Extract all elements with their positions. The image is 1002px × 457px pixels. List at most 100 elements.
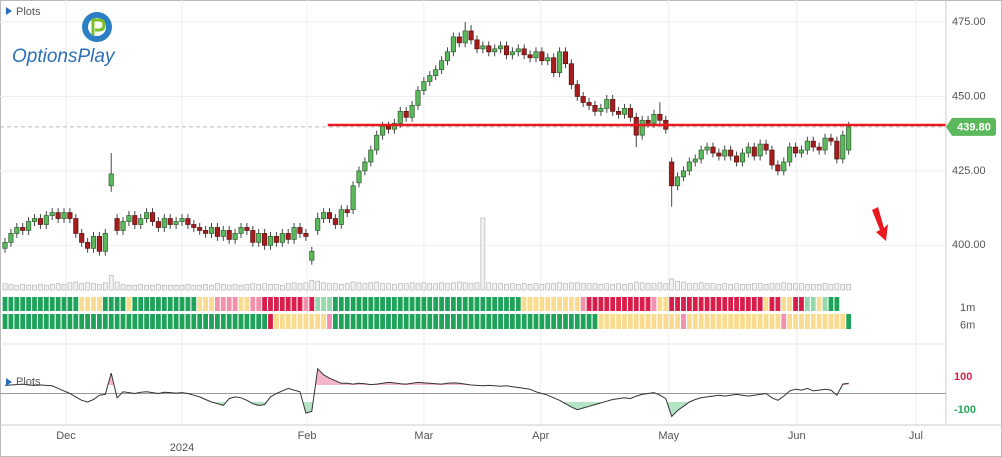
candle-body xyxy=(108,173,114,187)
heat-cell xyxy=(757,314,763,329)
candle-body xyxy=(621,108,628,115)
candle-body xyxy=(250,230,256,243)
volume-bar xyxy=(569,282,574,291)
candle-body xyxy=(368,149,374,163)
candle-body xyxy=(462,30,468,44)
volume-bar xyxy=(197,284,203,291)
heat-cell xyxy=(356,314,362,329)
candle-body xyxy=(722,149,728,157)
heat-cell xyxy=(557,297,562,311)
heat-cell xyxy=(285,297,291,311)
heat-cell xyxy=(32,297,37,311)
heat-cell xyxy=(344,297,350,311)
volume-bar xyxy=(504,284,509,291)
heat-cell xyxy=(557,314,562,329)
heat-cell xyxy=(191,314,197,329)
candle-body xyxy=(138,218,144,225)
volume-bar xyxy=(67,282,73,291)
indicator-line xyxy=(4,367,849,418)
heat-cell xyxy=(834,297,840,311)
heat-cell xyxy=(651,314,657,329)
volume-bar xyxy=(61,284,67,291)
volume-bar xyxy=(456,281,462,291)
plots-icon[interactable] xyxy=(6,378,12,386)
volume-bar xyxy=(468,283,474,291)
heat-cell xyxy=(651,297,657,311)
volume-bar xyxy=(592,283,598,291)
heat-cell xyxy=(740,297,745,311)
heat-cell xyxy=(161,297,167,311)
volume-bar xyxy=(250,283,256,291)
volume-bar xyxy=(232,284,238,291)
price-tag-label: 439.80 xyxy=(957,122,991,134)
x-tick-label: Mar xyxy=(414,430,433,442)
candle-body xyxy=(303,233,309,237)
heat-cell xyxy=(232,314,238,329)
heat-cell xyxy=(433,297,439,311)
candle-body xyxy=(645,119,651,124)
volume-bar xyxy=(810,284,816,291)
candle-body xyxy=(61,212,67,219)
indicator-label[interactable]: Plots xyxy=(16,376,41,388)
heat-cell xyxy=(362,314,368,329)
volume-bar xyxy=(746,284,751,291)
volume-bar xyxy=(226,284,232,291)
heat-cell xyxy=(450,314,456,329)
heat-cell xyxy=(456,314,462,329)
heat-cell xyxy=(669,297,675,311)
candle-body xyxy=(834,140,840,160)
volume-bar xyxy=(462,282,468,291)
heat-cell xyxy=(787,297,793,311)
heat-cell xyxy=(663,297,669,311)
heat-cell xyxy=(368,297,374,311)
heat-cell xyxy=(822,314,828,329)
heat-cell xyxy=(67,297,73,311)
volume-bar xyxy=(108,275,114,291)
heat-cell xyxy=(551,297,557,311)
volume-bar xyxy=(238,284,244,291)
volume-bar xyxy=(344,283,350,291)
volume-bar xyxy=(728,284,733,291)
heat-cell xyxy=(397,297,403,311)
volume-bar xyxy=(91,283,96,291)
heat-cell xyxy=(391,297,397,311)
candle-body xyxy=(610,99,616,112)
heat-cell xyxy=(504,314,509,329)
heat-cell xyxy=(681,314,686,329)
volume-bar xyxy=(173,284,179,291)
volume-bar xyxy=(651,283,657,291)
volume-bar xyxy=(757,283,763,291)
volume-bar xyxy=(793,283,798,291)
heat-cell xyxy=(144,297,150,311)
volume-bar xyxy=(799,283,804,291)
heat-cell xyxy=(793,297,798,311)
candle-body xyxy=(492,48,498,53)
plots-icon[interactable] xyxy=(6,7,12,15)
volume-bar xyxy=(2,283,8,291)
volume-bar xyxy=(740,284,745,291)
candle-body xyxy=(828,137,834,142)
volume-bar xyxy=(710,283,716,291)
heat-cell xyxy=(604,297,610,311)
candle-body xyxy=(775,164,781,172)
heat-cell xyxy=(598,297,604,311)
candle-body xyxy=(262,233,268,246)
heat-cell xyxy=(645,297,651,311)
x-tick-label: Feb xyxy=(298,430,317,442)
heat-cell xyxy=(91,314,96,329)
candle-body xyxy=(191,224,197,228)
heat-cell xyxy=(716,314,722,329)
logo-mark xyxy=(91,18,106,35)
volume-bar xyxy=(451,282,456,291)
heat-cell xyxy=(763,314,769,329)
volume-bar xyxy=(156,284,161,291)
heat-cell xyxy=(580,314,586,329)
candle-body xyxy=(73,218,79,234)
heat-cell xyxy=(592,314,598,329)
plots-label[interactable]: Plots xyxy=(16,6,41,18)
candle-body xyxy=(126,215,132,222)
volume-bar xyxy=(822,283,828,291)
heat-cell xyxy=(338,314,344,329)
heat-cell xyxy=(220,297,226,311)
heat-cell xyxy=(321,314,326,329)
